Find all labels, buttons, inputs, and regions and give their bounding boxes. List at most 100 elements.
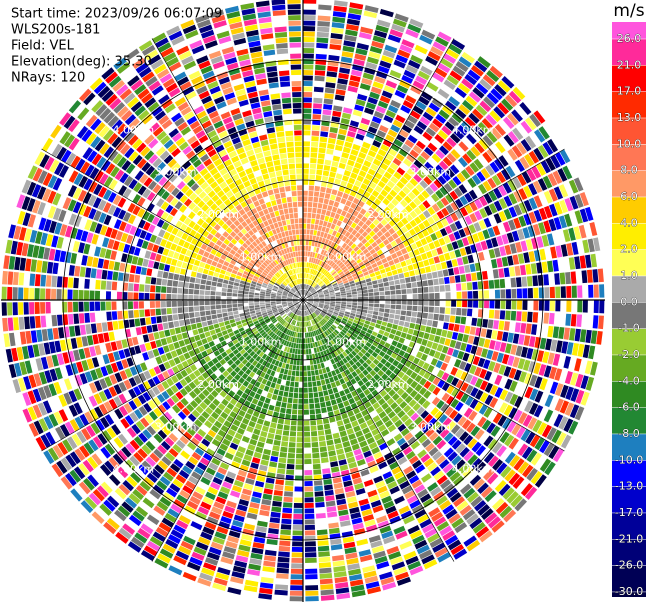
range-cell	[292, 552, 303, 557]
range-cell	[310, 365, 314, 370]
range-cell	[374, 307, 379, 311]
range-cell	[291, 569, 303, 574]
range-cell	[316, 43, 328, 49]
range-cell	[468, 335, 475, 344]
range-cell	[257, 521, 268, 528]
range-cell	[194, 295, 199, 300]
range-cell	[331, 33, 343, 39]
range-cell	[547, 261, 553, 273]
range-cell	[456, 308, 461, 315]
range-cell	[322, 115, 331, 121]
range-cell	[336, 84, 346, 91]
range-cell	[216, 287, 221, 291]
range-cell	[291, 563, 303, 568]
range-cell	[336, 449, 344, 455]
range-cell	[396, 305, 401, 310]
range-cell	[159, 331, 165, 338]
range-cell	[222, 313, 227, 317]
range-cell	[362, 286, 367, 290]
range-cell	[216, 301, 221, 305]
range-cell	[303, 147, 310, 152]
range-cell	[311, 426, 317, 431]
range-cell	[295, 487, 303, 492]
range-cell	[277, 562, 289, 568]
range-cell	[580, 329, 586, 342]
range-cell	[57, 289, 62, 300]
range-cell	[555, 287, 560, 298]
range-cell	[352, 294, 357, 297]
range-cell	[325, 490, 334, 496]
range-cell	[151, 317, 157, 324]
range-cell	[563, 258, 569, 270]
range-cell	[172, 287, 177, 293]
range-cell	[330, 297, 335, 299]
range-cell	[402, 266, 408, 272]
range-cell	[434, 286, 439, 292]
range-cell	[319, 192, 325, 198]
range-cell	[307, 360, 310, 365]
range-cell	[161, 286, 166, 293]
range-cell	[150, 285, 155, 292]
range-cell	[304, 371, 307, 376]
range-cell	[303, 163, 309, 168]
range-cell	[317, 425, 323, 431]
range-cell	[409, 323, 415, 329]
range-cell	[489, 310, 495, 319]
range-cell	[310, 420, 316, 425]
range-cell	[210, 291, 215, 295]
range-cell	[274, 590, 287, 596]
range-cell	[500, 279, 506, 288]
range-cell	[304, 459, 311, 464]
range-cell	[167, 280, 173, 287]
range-cell	[312, 125, 320, 130]
range-cell	[339, 163, 346, 169]
range-cell	[334, 213, 340, 219]
range-cell	[329, 200, 335, 206]
range-cell	[287, 464, 295, 469]
range-cell	[196, 323, 202, 329]
range-cell	[234, 314, 239, 318]
range-cell	[384, 282, 390, 287]
range-cell	[293, 530, 303, 535]
range-cell	[305, 541, 316, 546]
range-cell	[435, 293, 440, 299]
range-cell	[276, 401, 282, 407]
range-cell	[311, 219, 315, 224]
range-cell	[363, 303, 368, 306]
range-cell	[284, 491, 293, 497]
range-cell	[280, 408, 286, 414]
range-cell	[238, 300, 243, 303]
range-cell	[313, 464, 321, 469]
range-cell	[352, 305, 357, 308]
range-cell	[374, 288, 379, 292]
range-cell	[320, 452, 328, 458]
range-cell	[304, 393, 308, 398]
range-cell	[14, 332, 21, 345]
range-cell	[424, 300, 429, 306]
range-cell	[331, 399, 337, 405]
range-cell	[13, 302, 18, 315]
range-cell	[358, 297, 363, 300]
range-cell	[381, 273, 387, 278]
range-cell	[367, 282, 372, 286]
range-cell	[444, 315, 450, 322]
range-cell	[310, 153, 317, 158]
range-cell	[256, 475, 265, 482]
range-cell	[291, 574, 303, 579]
range-cell	[298, 415, 303, 420]
range-cell	[314, 480, 323, 486]
range-cell	[320, 579, 333, 585]
range-cell	[243, 300, 248, 303]
range-cell	[89, 302, 94, 312]
range-cell	[289, 365, 293, 370]
range-cell	[303, 125, 311, 130]
range-cell	[271, 451, 279, 457]
range-cell	[303, 174, 309, 179]
range-cell	[117, 292, 122, 300]
range-cell	[303, 360, 306, 365]
range-cell	[292, 409, 297, 414]
range-cell	[167, 308, 172, 314]
range-cell	[338, 203, 344, 209]
range-cell	[268, 528, 279, 534]
range-cell	[312, 114, 320, 119]
